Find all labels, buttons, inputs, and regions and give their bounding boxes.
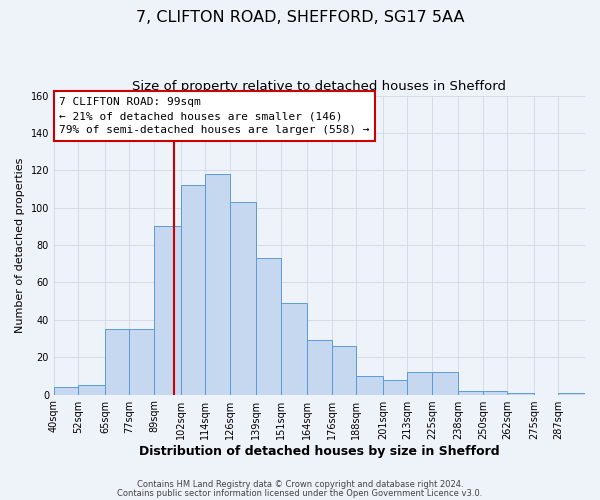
- Bar: [181, 186, 205, 394]
- Y-axis label: Number of detached properties: Number of detached properties: [15, 158, 25, 333]
- Bar: [79, 385, 105, 394]
- Bar: [383, 380, 407, 394]
- Bar: [508, 392, 534, 394]
- Bar: [458, 391, 483, 394]
- Bar: [154, 226, 181, 394]
- Bar: [407, 372, 432, 394]
- Bar: [230, 202, 256, 394]
- Bar: [356, 376, 383, 394]
- Bar: [432, 372, 458, 394]
- Text: Contains public sector information licensed under the Open Government Licence v3: Contains public sector information licen…: [118, 488, 482, 498]
- Bar: [256, 258, 281, 394]
- Bar: [281, 303, 307, 394]
- X-axis label: Distribution of detached houses by size in Shefford: Distribution of detached houses by size …: [139, 444, 500, 458]
- Bar: [559, 392, 585, 394]
- Bar: [332, 346, 356, 395]
- Text: 7, CLIFTON ROAD, SHEFFORD, SG17 5AA: 7, CLIFTON ROAD, SHEFFORD, SG17 5AA: [136, 10, 464, 25]
- Bar: [130, 329, 154, 394]
- Bar: [307, 340, 332, 394]
- Text: Contains HM Land Registry data © Crown copyright and database right 2024.: Contains HM Land Registry data © Crown c…: [137, 480, 463, 489]
- Title: Size of property relative to detached houses in Shefford: Size of property relative to detached ho…: [133, 80, 506, 93]
- Text: 7 CLIFTON ROAD: 99sqm
← 21% of detached houses are smaller (146)
79% of semi-det: 7 CLIFTON ROAD: 99sqm ← 21% of detached …: [59, 97, 370, 135]
- Bar: [205, 174, 230, 394]
- Bar: [483, 391, 508, 394]
- Bar: [105, 329, 130, 394]
- Bar: [54, 387, 79, 394]
